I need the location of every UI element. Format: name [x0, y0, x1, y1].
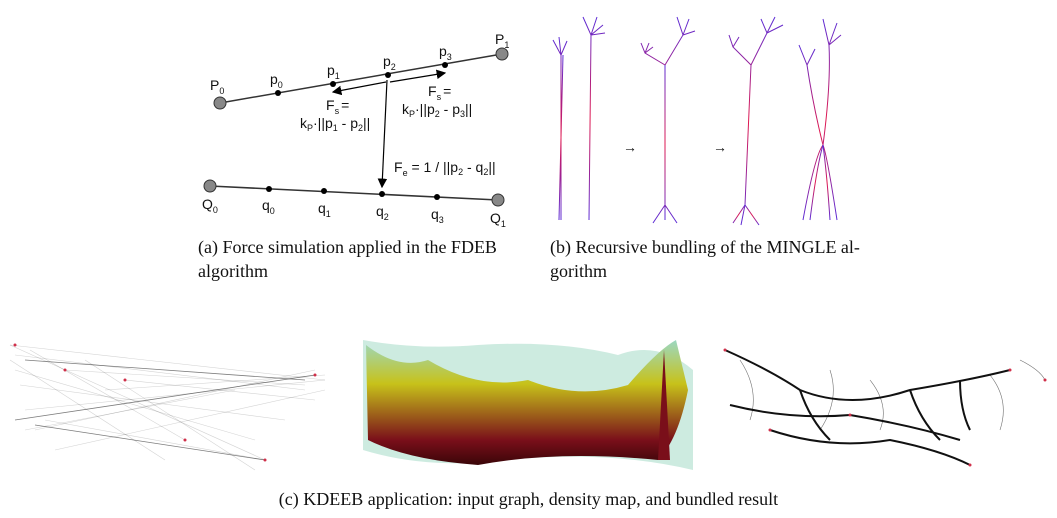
caption-b: (b) Recursive bundling of the MINGLE al-… — [550, 235, 880, 283]
label-p0: p0 — [270, 71, 283, 90]
label-P0: P0 — [210, 77, 224, 96]
endpoint-p0 — [213, 96, 227, 110]
step-arrow-2: → — [713, 139, 727, 155]
point-q2 — [379, 191, 385, 197]
fe-formula: Fe = 1 / ||p2 - q2|| — [394, 159, 496, 178]
caption-a-line2: algorithm — [198, 261, 268, 281]
fs-right-label: Fs = — [428, 83, 451, 102]
edge-q — [209, 185, 499, 201]
label-q0: q0 — [262, 197, 275, 216]
label-p1: p1 — [327, 62, 340, 81]
label-p2: p2 — [383, 53, 396, 72]
endpoint-q0 — [203, 179, 217, 193]
label-Q1: Q1 — [490, 210, 506, 229]
point-q1 — [321, 188, 327, 194]
point-p1 — [330, 81, 336, 87]
kdeeb-bundled-result — [723, 348, 1047, 467]
point-p0 — [275, 90, 281, 96]
kdeeb-density-map — [363, 340, 693, 470]
point-p2 — [385, 72, 391, 78]
label-p3: p3 — [439, 43, 452, 62]
caption-b-line2: gorithm — [550, 261, 607, 281]
endpoint-p1 — [495, 47, 509, 61]
label-P1: P1 — [495, 31, 509, 50]
edge-p — [219, 53, 503, 104]
kdeeb-input-graph — [9, 343, 326, 471]
label-q1: q1 — [318, 200, 331, 219]
step-arrow-1: → — [623, 139, 637, 155]
point-q0 — [266, 186, 272, 192]
fdeb-diagram: P0 P1 p0 p1 p2 p3 Q0 Q1 q0 q1 q2 q3 Fs = … — [202, 31, 509, 229]
label-q2: q2 — [376, 203, 389, 222]
mingle-diagram: → → — [552, 16, 842, 226]
caption-c: (c) KDEEB application: input graph, dens… — [278, 489, 779, 509]
fs-left-label: Fs = — [326, 97, 349, 116]
endpoint-q1 — [491, 193, 505, 207]
fs-left-formula: kP·||p1 - p2|| — [300, 115, 370, 133]
fs-right-formula: kP·||p2 - p3|| — [402, 101, 472, 119]
caption-a-line1: (a) Force simulation applied in the FDEB — [198, 237, 497, 257]
mingle-step-1 — [552, 16, 606, 221]
label-q3: q3 — [431, 206, 444, 225]
mingle-step-2 — [640, 16, 696, 224]
force-arrow-down — [377, 79, 388, 189]
label-Q0: Q0 — [202, 196, 218, 215]
caption-a: (a) Force simulation applied in the FDEB… — [198, 235, 528, 283]
force-arrow-right — [389, 69, 447, 83]
force-arrow-left — [331, 81, 387, 96]
mingle-step-4 — [798, 18, 842, 221]
point-p3 — [442, 62, 448, 68]
point-q3 — [434, 194, 440, 200]
caption-b-line1: (b) Recursive bundling of the MINGLE al- — [550, 237, 860, 257]
mingle-step-3 — [728, 16, 784, 226]
